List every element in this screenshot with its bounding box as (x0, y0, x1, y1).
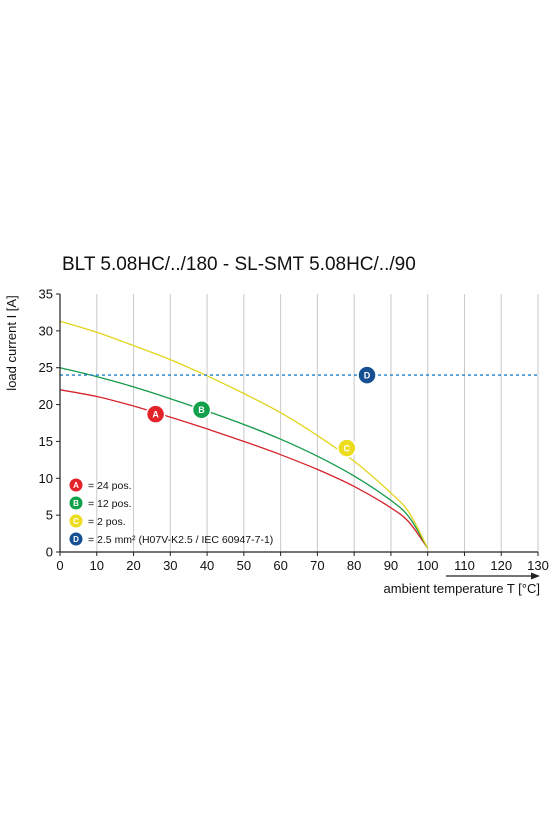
x-tick-label: 90 (384, 558, 398, 573)
x-tick-label: 30 (163, 558, 177, 573)
series-line-b (59, 367, 429, 549)
x-axis-arrow-head (531, 572, 540, 580)
y-tick-label: 10 (39, 471, 53, 486)
legend: A = 24 pos. B = 12 pos. C = 2 pos. D = 2.5 mm² … (69, 478, 273, 546)
marker-d (357, 365, 377, 385)
x-tick-label: 50 (237, 558, 251, 573)
x-tick-label: 40 (200, 558, 214, 573)
series-line-c (59, 320, 429, 549)
y-tick-label: 30 (39, 323, 53, 338)
tick-labels: 0 10 20 30 40 50 60 70 80 90 100 110 120 130 0 5 10 15 20 2… (39, 287, 549, 574)
legend-badge-b (69, 496, 83, 510)
marker-label-b: B (198, 405, 205, 415)
legend-badge-a (69, 478, 83, 492)
series-layer (59, 320, 538, 549)
y-tick-label: 15 (39, 434, 53, 449)
legend-badge-d (69, 532, 83, 546)
marker-c (337, 438, 357, 458)
series-line-a (59, 389, 429, 549)
legend-entry-text: = 24 pos. (88, 480, 132, 492)
x-tick-label: 10 (90, 558, 104, 573)
y-tick-label: 25 (39, 360, 53, 375)
y-tick-label: 0 (46, 545, 53, 560)
legend-entry-text: = 12 pos. (88, 498, 132, 510)
legend-badge-c (69, 514, 83, 528)
legend-badge-label-b: B (73, 499, 79, 508)
legend-badge-label-c: C (73, 517, 79, 526)
x-tick-label: 70 (310, 558, 324, 573)
marker-label-c: C (344, 444, 351, 454)
legend-entry-text: = 2.5 mm² (H07V-K2.5 / IEC 60947-7-1) (88, 534, 273, 546)
legend-entry-text: = 2 pos. (88, 516, 126, 528)
marker-b (191, 399, 212, 420)
marker-label-d: D (364, 371, 371, 381)
y-tick-label: 35 (39, 287, 53, 302)
axes (56, 293, 540, 580)
grid (96, 294, 539, 552)
legend-badge-label-a: A (73, 481, 79, 490)
y-axis-label: load current I [A] (4, 295, 19, 390)
marker-label-a: A (152, 410, 159, 420)
y-tick-label: 20 (39, 397, 53, 412)
x-tick-label: 110 (454, 558, 475, 573)
x-tick-label: 80 (347, 558, 361, 573)
x-tick-label: 100 (417, 558, 439, 573)
x-tick-label: 0 (56, 558, 63, 573)
x-tick-label: 20 (126, 558, 140, 573)
y-tick-label: 5 (46, 508, 53, 523)
x-tick-label: 60 (273, 558, 287, 573)
x-axis-label: ambient temperature T [°C] (384, 581, 540, 596)
curve-markers: A B C D (145, 365, 377, 458)
x-tick-label: 120 (490, 558, 512, 573)
marker-a (145, 404, 166, 424)
legend-badge-label-d: D (73, 535, 79, 544)
chart-title: BLT 5.08HC/../180 - SL-SMT 5.08HC/../90 (62, 254, 416, 275)
x-tick-label: 130 (527, 558, 549, 573)
